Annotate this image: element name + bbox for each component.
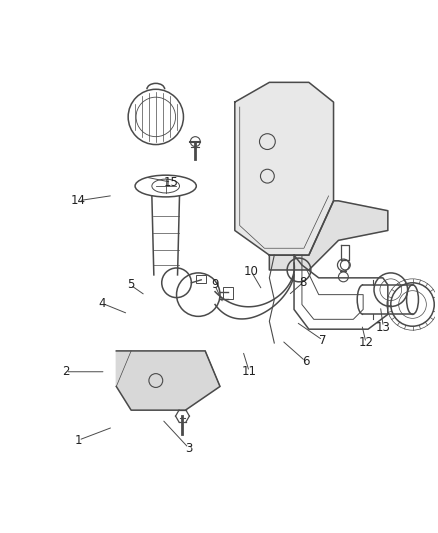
Text: 5: 5: [127, 278, 134, 292]
Text: 11: 11: [242, 365, 257, 378]
Text: 6: 6: [302, 355, 309, 368]
Text: 7: 7: [319, 334, 327, 346]
Text: 9: 9: [211, 278, 219, 292]
Bar: [196, 275, 206, 283]
Polygon shape: [117, 351, 220, 410]
Text: 1: 1: [75, 434, 82, 447]
Text: 3: 3: [185, 441, 192, 455]
Text: 8: 8: [300, 276, 307, 289]
Text: 4: 4: [99, 297, 106, 310]
Text: 12: 12: [359, 336, 374, 349]
Text: 13: 13: [376, 320, 391, 334]
Text: 14: 14: [71, 194, 86, 207]
Text: 10: 10: [244, 265, 259, 278]
Polygon shape: [269, 201, 388, 270]
Text: 2: 2: [62, 365, 69, 378]
Bar: [223, 287, 233, 298]
Text: 15: 15: [164, 176, 179, 189]
Polygon shape: [235, 83, 333, 255]
